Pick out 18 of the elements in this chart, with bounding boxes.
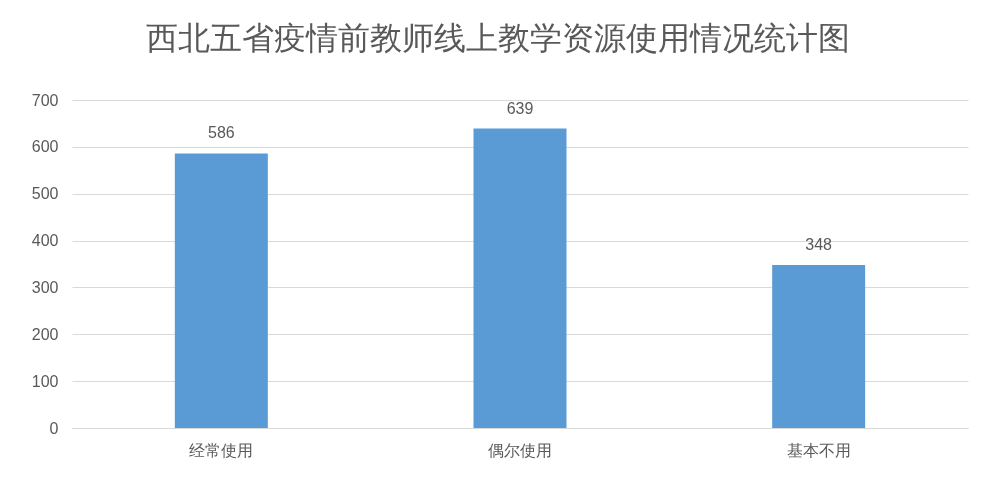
- y-tick-label: 500: [31, 185, 59, 203]
- x-tick-label: 偶尔使用: [488, 441, 552, 459]
- y-tick-label: 600: [31, 138, 59, 156]
- bar: [473, 128, 567, 428]
- y-tick-label: 200: [31, 325, 59, 343]
- y-tick-label: 400: [31, 232, 59, 250]
- data-label: 639: [506, 99, 534, 117]
- x-tick-label: 经常使用: [189, 441, 254, 459]
- chart-title: 西北五省疫情前教师线上教学资源使用情况统计图: [146, 20, 850, 56]
- x-tick-label: 基本不用: [786, 441, 851, 459]
- bar: [772, 264, 866, 428]
- y-tick-label: 700: [31, 91, 59, 109]
- y-tick-label: 100: [31, 372, 59, 390]
- data-label: 586: [207, 124, 235, 142]
- bar: [174, 153, 268, 428]
- data-label: 348: [805, 235, 833, 253]
- y-tick-label: 0: [49, 419, 59, 437]
- y-tick-label: 300: [31, 278, 59, 296]
